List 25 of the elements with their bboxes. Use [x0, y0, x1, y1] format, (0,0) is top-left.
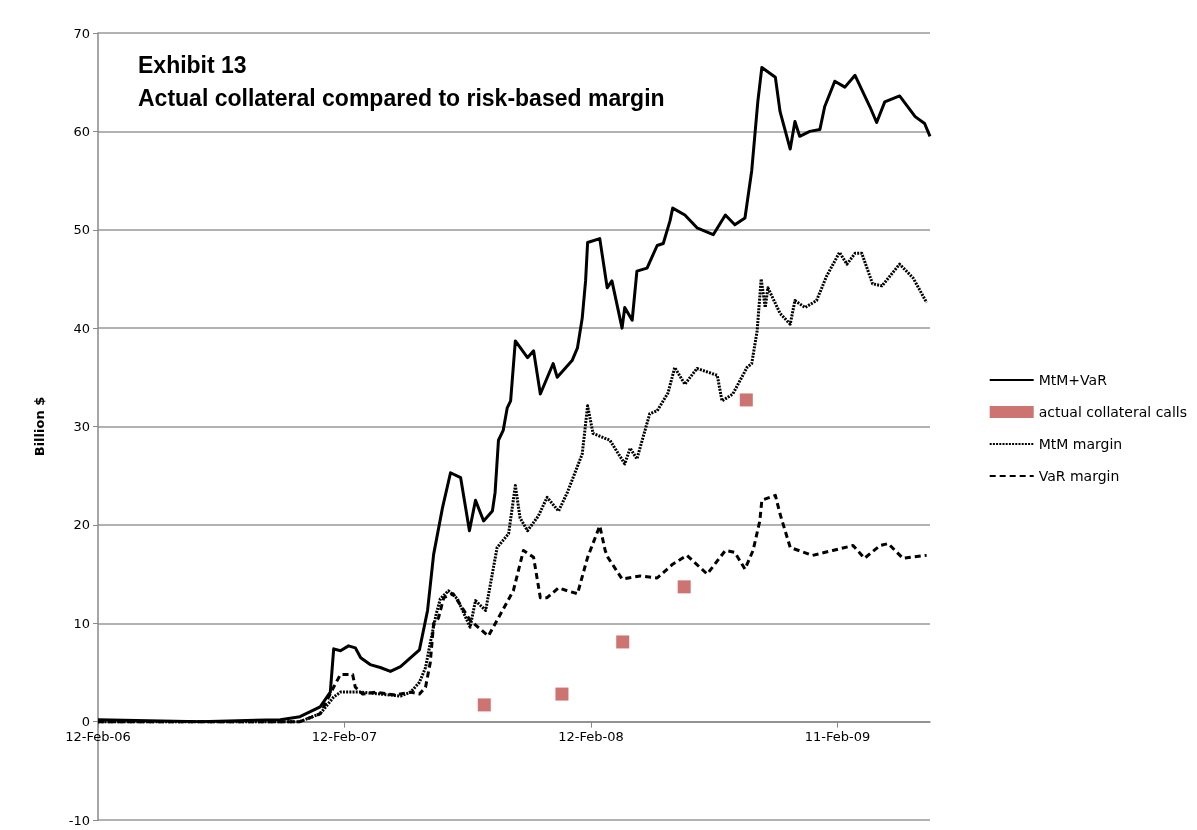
x-tick-label: 12-Feb-06: [65, 728, 131, 744]
legend-label: MtM+VaR: [1038, 372, 1108, 388]
x-tick-label: 12-Feb-07: [311, 728, 378, 744]
y-tick-label: 0: [81, 714, 90, 730]
x-tick-label: 11-Feb-09: [804, 728, 871, 744]
point: [677, 580, 691, 594]
y-tick-label: 60: [73, 123, 90, 139]
legend-label: MtM margin: [1038, 436, 1123, 452]
text: Actual collateral compared to risk-based margin: [138, 84, 665, 111]
point: [739, 393, 753, 407]
point: [555, 687, 569, 701]
y-axis-title: Billion $: [32, 396, 47, 457]
legend-label: VaR margin: [1038, 468, 1120, 484]
y-tick-label: 10: [73, 615, 90, 631]
legend-label: actual collateral calls: [1038, 404, 1188, 420]
x-tick-label: 12-Feb-08: [558, 728, 624, 744]
y-tick-label: 50: [73, 222, 90, 238]
point: [477, 698, 491, 712]
point: [616, 635, 630, 649]
y-tick-label: 20: [73, 517, 90, 533]
y-tick-label: 40: [73, 320, 90, 336]
y-tick-label: 70: [73, 25, 90, 41]
y-tick-label: -10: [68, 812, 90, 828]
y-tick-label: 30: [73, 419, 90, 434]
text: Exhibit 13: [138, 51, 247, 78]
